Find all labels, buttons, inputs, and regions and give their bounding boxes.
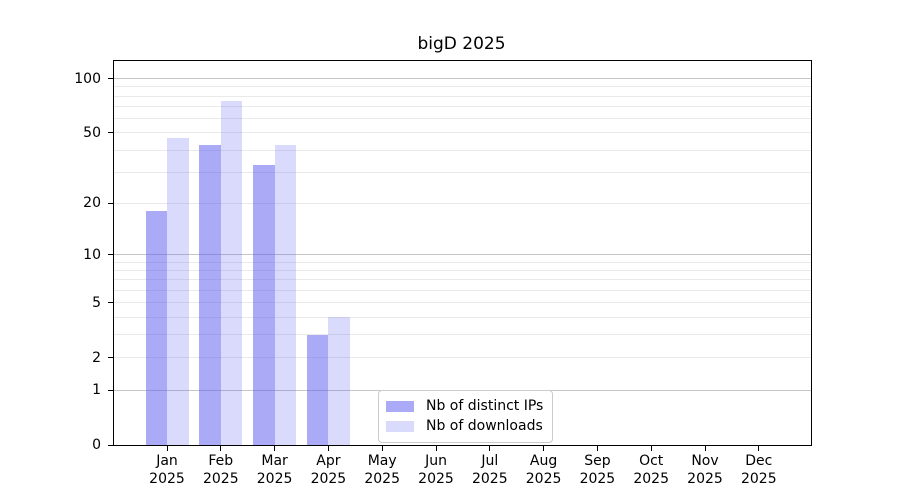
y-tick-5	[108, 302, 114, 304]
bar-nb-of-downloads-apr	[328, 317, 350, 445]
x-tick-label-dec: Dec 2025	[740, 453, 777, 487]
x-tick-aug	[543, 445, 545, 451]
legend-label-distinct-ips: Nb of distinct IPs	[426, 398, 544, 414]
y-tick-label-10: 10	[83, 246, 101, 263]
x-tick-sep	[596, 445, 598, 451]
y-gridline-minor-5	[114, 302, 811, 304]
y-tick-10	[108, 254, 114, 256]
y-tick-2	[108, 357, 114, 359]
bars-layer	[114, 61, 811, 445]
x-tick-label-feb: Feb 2025	[202, 453, 239, 487]
y-gridline-minor-4	[114, 316, 811, 318]
bar-nb-of-downloads-jan	[167, 137, 189, 445]
y-gridline-minor-70	[114, 106, 811, 107]
x-tick-nov	[704, 445, 706, 451]
x-tick-jun	[435, 445, 437, 451]
bar-nb-of-downloads-mar	[274, 144, 297, 445]
y-gridline-minor-2	[114, 357, 811, 359]
x-tick-label-jan: Jan 2025	[149, 453, 185, 487]
x-tick-label-sep: Sep 2025	[579, 453, 616, 487]
legend-swatch-downloads	[386, 420, 414, 432]
y-gridline-major-100	[114, 78, 811, 80]
y-tick-100	[108, 78, 114, 80]
y-gridline-minor-8	[114, 270, 811, 271]
x-tick-label-may: May 2025	[364, 453, 400, 487]
y-gridline-minor-40	[114, 149, 811, 151]
y-tick-label-2: 2	[92, 349, 101, 366]
x-tick-label-oct: Oct 2025	[633, 453, 669, 487]
x-tick-label-jun: Jun 2025	[418, 453, 454, 487]
y-gridline-minor-3	[114, 334, 811, 336]
x-tick-oct	[650, 445, 652, 451]
x-tick-label-jul: Jul 2025	[471, 453, 508, 487]
y-gridline-minor-9	[114, 261, 811, 263]
y-gridline-minor-60	[114, 118, 811, 120]
y-gridline-minor-20	[114, 202, 811, 204]
y-gridline-major-10	[114, 254, 811, 256]
x-tick-label-mar: Mar 2025	[256, 453, 293, 487]
y-tick-1	[108, 389, 114, 391]
y-gridline-minor-50	[114, 132, 811, 134]
bar-nb-of-distinct-ips-jan	[145, 211, 167, 445]
x-tick-label-apr: Apr 2025	[310, 453, 347, 487]
x-tick-jan	[166, 445, 168, 451]
y-tick-label-20: 20	[83, 195, 101, 212]
legend-label-downloads: Nb of downloads	[426, 418, 543, 434]
y-tick-label-0: 0	[92, 437, 101, 453]
y-tick-50	[108, 132, 114, 134]
y-gridline-minor-90	[114, 86, 811, 88]
x-tick-apr	[327, 445, 329, 451]
x-tick-label-nov: Nov 2025	[687, 453, 723, 487]
y-tick-0	[108, 444, 114, 446]
bar-nb-of-distinct-ips-feb	[199, 144, 221, 445]
y-tick-label-5: 5	[92, 294, 101, 311]
y-tick-label-100: 100	[74, 70, 101, 87]
x-tick-label-aug: Aug 2025	[525, 453, 562, 487]
y-tick-label-1: 1	[92, 382, 101, 398]
bar-nb-of-distinct-ips-apr	[306, 334, 329, 445]
x-tick-mar	[274, 445, 276, 451]
y-gridline-minor-7	[114, 279, 811, 281]
x-tick-dec	[758, 445, 760, 451]
x-tick-jul	[489, 445, 491, 451]
x-tick-may	[381, 445, 383, 451]
x-tick-feb	[220, 445, 222, 451]
legend-item-downloads: Nb of downloads	[386, 416, 543, 436]
bar-nb-of-downloads-feb	[220, 101, 243, 445]
y-tick-20	[108, 202, 114, 204]
legend-item-distinct-ips: Nb of distinct IPs	[386, 396, 543, 416]
bar-nb-of-distinct-ips-mar	[253, 165, 275, 445]
chart-title: bigD 2025	[417, 34, 506, 54]
y-gridline-minor-30	[114, 171, 811, 173]
ticks-layer: 0 1 2 5 10 20 50 100 Jan 2025 Feb 2025 Mar 2025 Apr…	[74, 61, 811, 487]
y-tick-label-50: 50	[83, 124, 101, 141]
legend-swatch-distinct-ips	[386, 400, 414, 412]
legend: Nb of distinct IPs Nb of downloads	[378, 390, 554, 443]
plot-area: 0 1 2 5 10 20 50 100 Jan 2025 Feb 2025 Mar 2025 Apr…	[74, 60, 812, 487]
y-gridline-minor-6	[114, 290, 811, 291]
y-gridline-minor-80	[114, 95, 811, 97]
